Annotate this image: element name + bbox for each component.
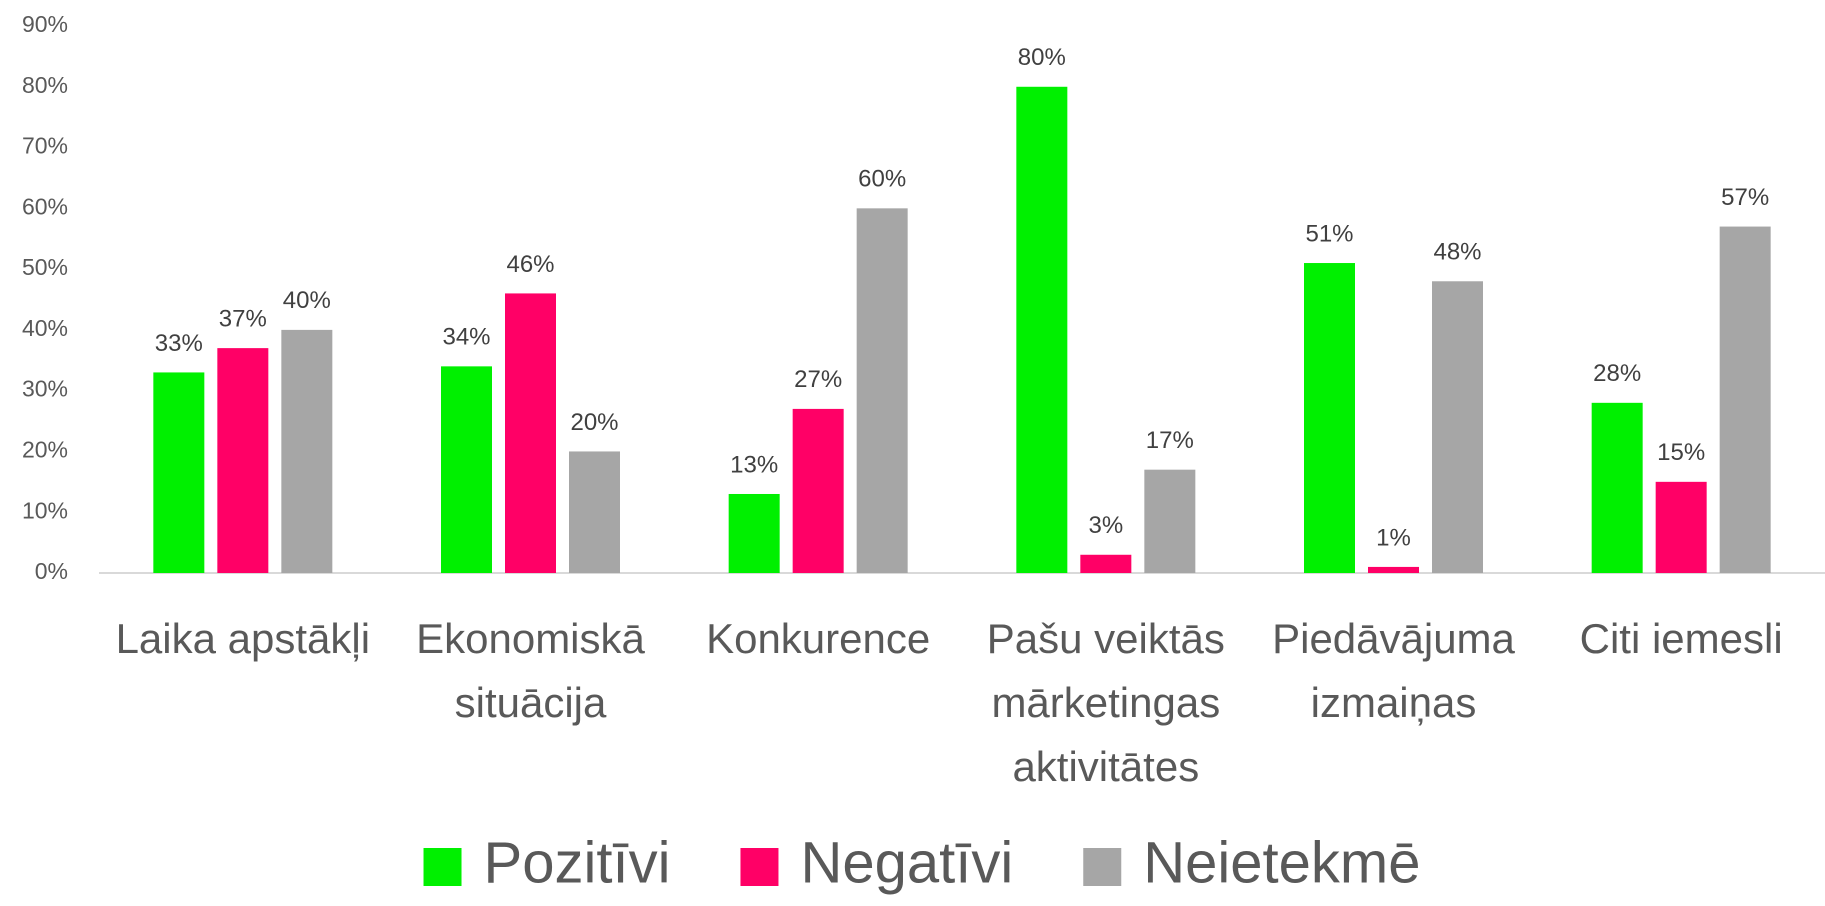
bar [1016, 86, 1068, 574]
value-label: 51% [1305, 220, 1353, 247]
x-tick-label-line: Citi iemesli [1580, 615, 1783, 662]
bar [281, 329, 333, 573]
y-tick-label: 50% [22, 254, 68, 280]
legend-swatch [1083, 848, 1122, 886]
value-label: 40% [283, 287, 331, 314]
x-tick-label: Laika apstākļi [116, 615, 370, 662]
y-tick-label: 60% [22, 193, 68, 219]
x-tick-label-line: izmaiņas [1311, 679, 1477, 726]
legend-label: Pozitīvi [484, 830, 671, 895]
legend-swatch [423, 848, 462, 886]
bar [1432, 281, 1483, 573]
y-tick-label: 30% [22, 376, 68, 402]
y-tick-label: 40% [22, 315, 68, 341]
legend-label: Neietekmē [1143, 830, 1420, 895]
bar [1719, 226, 1771, 574]
bar [728, 493, 780, 573]
x-tick-label-line: Konkurence [706, 615, 930, 662]
bar [1304, 263, 1355, 573]
x-tick-label-line: Piedāvājuma [1272, 615, 1515, 662]
bar [1591, 402, 1643, 573]
legend-label: Negatīvi [800, 830, 1013, 895]
y-tick-label: 10% [22, 497, 68, 523]
bar [569, 451, 620, 573]
value-label: 37% [219, 305, 267, 332]
y-tick-label: 0% [35, 558, 68, 584]
y-tick-label: 70% [22, 133, 68, 159]
value-label: 46% [506, 251, 554, 278]
x-tick-label: Konkurence [706, 615, 930, 662]
bar [792, 408, 844, 573]
x-tick-label: Citi iemesli [1580, 615, 1783, 662]
bar [217, 348, 269, 573]
x-tick-label-line: mārketingas [991, 679, 1220, 726]
value-label: 48% [1433, 239, 1481, 266]
value-label: 57% [1721, 184, 1769, 211]
value-label: 1% [1376, 524, 1411, 551]
x-tick-label: Pašu veiktās mārketingas aktivitātes [987, 615, 1225, 790]
value-label: 13% [730, 451, 778, 478]
value-label: 33% [155, 330, 203, 357]
bar [1144, 469, 1196, 573]
x-tick-label: Ekonomiskā situācija [416, 615, 645, 726]
value-label: 28% [1593, 360, 1641, 387]
legend-swatch [740, 848, 779, 886]
x-tick-label-line: Pašu veiktās [987, 615, 1225, 662]
value-label: 20% [570, 409, 618, 436]
value-label: 60% [858, 166, 906, 193]
x-tick-label: Piedāvājuma izmaiņas [1272, 615, 1515, 726]
x-tick-label-line: aktivitātes [1012, 743, 1199, 790]
bar [1368, 566, 1419, 573]
y-tick-label: 80% [22, 72, 68, 98]
x-tick-label-line: Laika apstākļi [116, 615, 370, 662]
value-label: 80% [1018, 44, 1066, 71]
value-label: 15% [1657, 439, 1705, 466]
y-tick-label: 20% [22, 437, 68, 463]
bar [153, 372, 205, 573]
bar [1655, 481, 1707, 573]
y-tick-label: 90% [22, 11, 68, 37]
x-tick-label-line: Ekonomiskā [416, 615, 645, 662]
bar [505, 293, 556, 573]
value-label: 34% [442, 324, 490, 351]
value-label: 3% [1088, 512, 1123, 539]
bar [1080, 554, 1132, 573]
bar [441, 366, 492, 573]
bar [856, 208, 908, 574]
value-label: 17% [1146, 427, 1194, 454]
x-tick-label-line: situācija [455, 679, 607, 726]
value-label: 27% [794, 366, 842, 393]
